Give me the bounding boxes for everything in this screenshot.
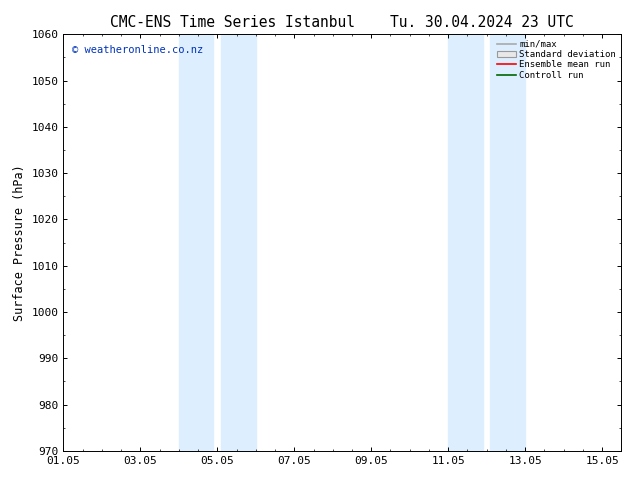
Bar bbox=[179, 34, 214, 451]
Bar bbox=[448, 34, 483, 451]
Legend: min/max, Standard deviation, Ensemble mean run, Controll run: min/max, Standard deviation, Ensemble me… bbox=[494, 36, 619, 83]
Y-axis label: Surface Pressure (hPa): Surface Pressure (hPa) bbox=[13, 164, 26, 321]
Bar bbox=[221, 34, 256, 451]
Bar bbox=[491, 34, 525, 451]
Title: CMC-ENS Time Series Istanbul    Tu. 30.04.2024 23 UTC: CMC-ENS Time Series Istanbul Tu. 30.04.2… bbox=[110, 15, 574, 30]
Text: © weatheronline.co.nz: © weatheronline.co.nz bbox=[72, 45, 203, 55]
